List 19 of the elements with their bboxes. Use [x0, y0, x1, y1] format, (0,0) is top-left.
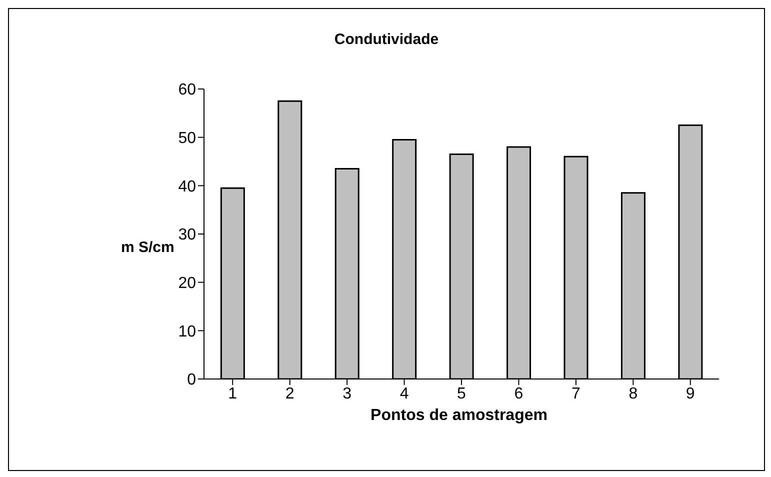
x-tick-label: 3: [342, 385, 352, 402]
y-tick-label: 50: [178, 130, 196, 148]
x-tick-label: 4: [400, 385, 409, 402]
y-tick-label: 60: [178, 82, 196, 99]
x-tick-label: 6: [514, 385, 524, 402]
y-tick-label: 10: [178, 323, 196, 340]
y-tick-label: 20: [178, 275, 196, 292]
x-tick-label: 5: [457, 385, 466, 402]
y-axis-title: m S/cm: [121, 239, 174, 256]
y-tick-label: 0: [187, 372, 196, 389]
x-tick-label: 1: [228, 385, 238, 402]
x-tick-label: 7: [571, 385, 580, 402]
x-tick-label: 9: [686, 385, 695, 402]
x-tick-label: 8: [628, 385, 638, 402]
chart-title: Condutividade: [333, 31, 440, 48]
y-tick-label: 40: [178, 178, 196, 196]
x-tick-label: 2: [285, 385, 294, 402]
x-axis-title: Pontos de amostragem: [370, 407, 548, 425]
y-tick-label: 30: [178, 226, 196, 244]
